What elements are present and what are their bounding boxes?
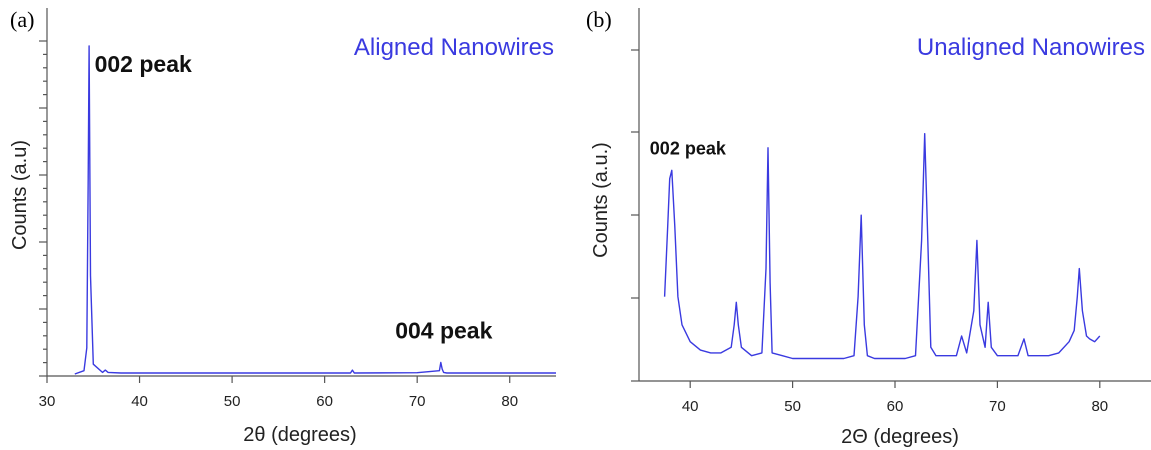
panel-b-x-ticks: 40 50 60 70 80 <box>682 381 1108 415</box>
panel-a-y-label: Counts (a.u) <box>9 140 31 250</box>
panel-a-x-ticks: 30 40 50 60 70 80 <box>39 376 518 410</box>
panel-a: (a) 30 40 50 60 70 80 Aligned Nanowires 002 p… <box>9 7 556 446</box>
panel-a-x-label: 2θ (degrees) <box>243 424 356 446</box>
x-tick-label: 60 <box>887 398 904 415</box>
x-tick-label: 40 <box>131 393 148 410</box>
panel-b: (b) 40 50 60 70 80 Unaligned Nanowires 002 p… <box>586 7 1151 448</box>
x-tick-label: 60 <box>316 393 333 410</box>
x-tick-label: 80 <box>1091 398 1108 415</box>
panel-b-y-label: Counts (a.u.) <box>590 142 612 258</box>
panel-a-label: (a) <box>10 7 34 32</box>
panel-a-y-ticks <box>39 40 47 377</box>
x-tick-label: 80 <box>501 393 518 410</box>
panel-b-series-line <box>663 133 1101 360</box>
panel-a-series-line <box>74 45 556 375</box>
x-tick-label: 70 <box>989 398 1006 415</box>
panel-b-y-ticks <box>631 49 639 382</box>
panel-b-label: (b) <box>586 7 612 32</box>
panel-b-series-name: Unaligned Nanowires <box>917 34 1145 61</box>
x-tick-label: 30 <box>39 393 56 410</box>
x-tick-label: 50 <box>224 393 241 410</box>
panel-a-series-name: Aligned Nanowires <box>354 34 554 61</box>
x-tick-label: 50 <box>784 398 801 415</box>
panel-b-annotation-002: 002 peak <box>650 138 727 158</box>
panel-b-x-label: 2Θ (degrees) <box>841 426 959 448</box>
x-tick-label: 40 <box>682 398 699 415</box>
panel-a-annotation-004: 004 peak <box>395 318 492 344</box>
x-tick-label: 70 <box>409 393 426 410</box>
panel-a-annotation-002: 002 peak <box>95 51 192 77</box>
